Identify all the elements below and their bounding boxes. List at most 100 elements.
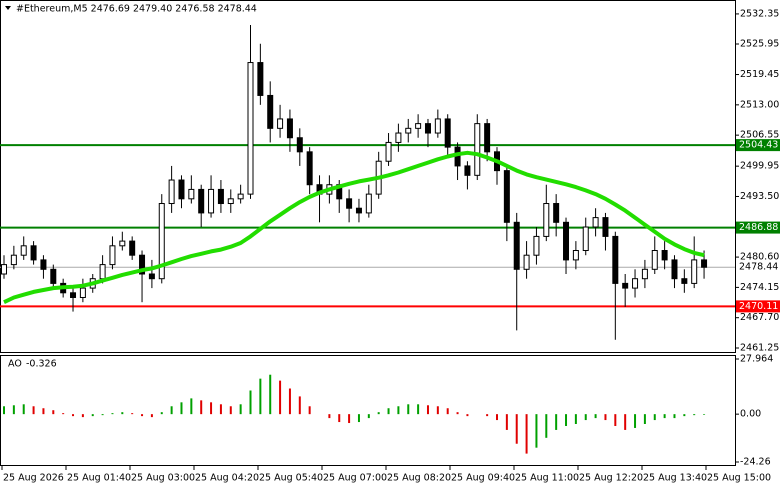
candle-body	[286, 118, 293, 139]
y-tick-label: 2525.95	[740, 38, 779, 49]
level-label: 2470.11	[739, 301, 778, 312]
candle-body	[208, 188, 215, 214]
level-label: 2504.43	[739, 140, 778, 151]
x-tick-label: 25 Aug 15:00	[707, 473, 771, 484]
candle-body	[395, 132, 402, 143]
candle-body	[158, 203, 165, 280]
candle-body	[592, 217, 599, 228]
candle-body	[168, 179, 175, 205]
candle-body	[582, 226, 589, 252]
candle-body	[50, 268, 57, 284]
level-label-bg	[736, 221, 780, 234]
level-label-bg	[736, 139, 780, 152]
candle-body	[405, 127, 412, 134]
ao-tick-label: 27.964	[740, 354, 773, 365]
x-tick-label: 25 Aug 08:20	[387, 473, 451, 484]
candle-body	[464, 165, 471, 176]
candle-body	[385, 141, 392, 162]
candle-body	[10, 254, 17, 266]
x-tick-label: 25 Aug 13:40	[643, 473, 707, 484]
candle-body	[217, 188, 224, 205]
menu-arrow	[5, 6, 11, 10]
moving-average	[3, 150, 705, 305]
candle-body	[612, 235, 619, 284]
candle-body	[691, 259, 698, 284]
candle-body	[267, 94, 274, 129]
candle-body	[632, 278, 639, 289]
candle-body	[1, 264, 7, 275]
ao-name: AO	[8, 359, 22, 370]
x-tick-label: 25 Aug 05:40	[259, 473, 323, 484]
x-tick-label: 25 Aug 12:20	[579, 473, 643, 484]
candle-body	[365, 193, 372, 214]
candle-body	[622, 282, 629, 289]
y-tick-label: 2467.70	[740, 312, 779, 323]
y-tick-label: 2499.95	[740, 161, 779, 172]
y-tick-label: 2532.35	[740, 8, 779, 19]
ao-current: -0.326	[26, 359, 57, 370]
candle-body	[434, 118, 441, 134]
x-tick-label: 25 Aug 01:40	[67, 473, 131, 484]
candle-body	[474, 123, 481, 176]
candle-body	[247, 62, 254, 195]
candle-body	[277, 118, 284, 129]
level-label: 2486.88	[739, 222, 778, 233]
candle-body	[651, 250, 658, 270]
y-tick-label: 2506.55	[740, 130, 779, 141]
ao-tick-label: 0.00	[740, 409, 761, 420]
candle-body	[148, 273, 155, 280]
x-tick-label: 25 Aug 09:40	[451, 473, 515, 484]
y-tick-label: 2493.50	[740, 191, 779, 202]
ao-panel	[0, 355, 736, 466]
y-tick-label: 2519.45	[740, 69, 779, 80]
candle-body	[188, 188, 195, 200]
x-tick-label: 25 Aug 03:00	[131, 473, 195, 484]
x-tick-label: 25 Aug 04:20	[195, 473, 259, 484]
candle-body	[701, 259, 708, 268]
y-tick-label: 2474.15	[740, 282, 779, 293]
candle-body	[296, 137, 303, 153]
candle-body	[523, 254, 530, 270]
candle-body	[20, 245, 27, 256]
candle-body	[109, 245, 116, 266]
x-tick-label: 25 Aug 11:00	[515, 473, 579, 484]
candle-body	[355, 207, 362, 214]
candle-body	[79, 287, 86, 298]
candle-body	[671, 259, 678, 280]
last-price-label: 2478.44	[739, 262, 778, 273]
candle-body	[227, 198, 234, 205]
candle-body	[572, 250, 579, 261]
candle-body	[178, 179, 185, 200]
candle-body	[346, 198, 353, 209]
candle-body	[602, 217, 609, 237]
candle-body	[119, 240, 126, 247]
candle-body	[641, 268, 648, 280]
x-tick-label: 25 Aug 2026	[3, 473, 64, 484]
candle-body	[533, 235, 540, 256]
main-panel	[0, 0, 736, 353]
candle-body	[139, 254, 146, 275]
candle-body	[424, 123, 431, 134]
candle-body	[484, 123, 491, 153]
x-tick-label: 25 Aug 07:00	[323, 473, 387, 484]
candle-body	[129, 240, 136, 256]
last-price-label-bg	[736, 261, 780, 274]
y-tick-label: 2480.60	[740, 252, 779, 263]
candle-body	[543, 203, 550, 237]
candle-body	[563, 221, 570, 261]
candle-body	[306, 151, 313, 186]
candle-body	[257, 62, 264, 96]
ao-tick-label: -24.26	[740, 457, 771, 468]
candle-body	[681, 278, 688, 284]
level-label-bg	[736, 300, 780, 313]
candle-body	[553, 203, 560, 223]
candle-body	[70, 292, 77, 298]
candle-body	[444, 118, 451, 148]
candle-body	[661, 250, 668, 261]
candle-body	[40, 259, 47, 270]
candle-body	[198, 188, 205, 214]
chart-title: #Ethereum,M5 2476.69 2479.40 2476.58 247…	[16, 4, 257, 15]
candle-body	[513, 221, 520, 270]
y-tick-label: 2513.00	[740, 99, 779, 110]
